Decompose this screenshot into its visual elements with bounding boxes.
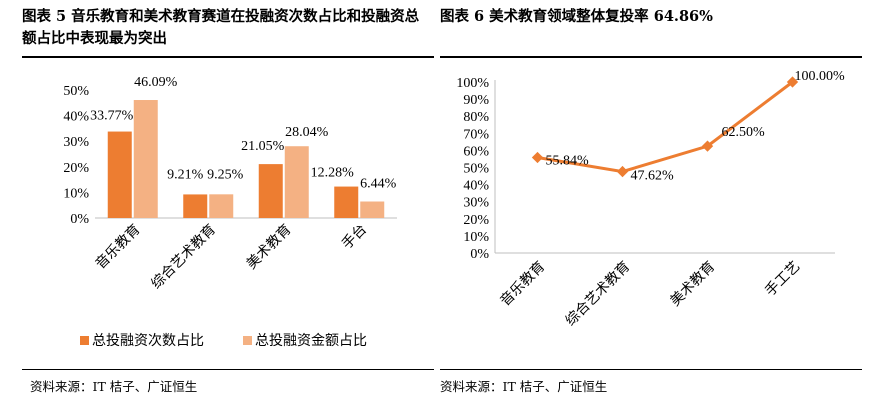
bar-chart: 0% 10% 20% 30% 40% 50%33.77% 46.09% 音乐教育 9.21% 9.… xyxy=(63,75,397,349)
legend-swatch xyxy=(243,336,252,345)
y-tick-label: 30% xyxy=(63,135,89,150)
bar-amount-share xyxy=(360,201,385,218)
y-tick-label: 40% xyxy=(63,110,89,125)
y-tick-label: 100% xyxy=(456,76,489,91)
bar-amount-share xyxy=(133,100,158,218)
x-category-label: 综合艺术教育 xyxy=(563,259,634,330)
right-source-rule xyxy=(440,369,862,370)
y-tick-label: 0% xyxy=(470,247,489,262)
bar-data-label: 33.77% xyxy=(90,109,134,124)
y-tick-label: 30% xyxy=(463,196,489,211)
y-tick-label: 50% xyxy=(63,84,89,99)
y-tick-label: 80% xyxy=(463,110,489,125)
bar-count-share xyxy=(183,194,208,218)
y-tick-label: 10% xyxy=(463,230,489,245)
legend-label: 总投融资次数占比 xyxy=(92,333,204,349)
y-tick-label: 20% xyxy=(63,161,89,176)
bar-amount-share xyxy=(284,146,309,218)
right-chart-title: 图表 6 美术教育领域整体复投率 64.86% xyxy=(440,8,713,25)
x-category-label: 手工艺 xyxy=(762,259,803,300)
data-point-marker xyxy=(701,140,714,152)
x-category-label: 音乐教育 xyxy=(497,258,549,310)
y-tick-label: 60% xyxy=(463,144,489,159)
x-category-label: 音乐教育 xyxy=(92,221,144,273)
x-category-label: 美术教育 xyxy=(667,259,718,310)
point-data-label: 47.62% xyxy=(631,169,675,184)
data-point-marker xyxy=(531,151,544,164)
point-data-label: 55.84% xyxy=(546,154,590,169)
left-source-rule xyxy=(22,369,434,370)
bar-data-label: 28.04% xyxy=(285,125,329,140)
y-tick-label: 40% xyxy=(463,179,489,194)
data-point-marker xyxy=(616,165,629,178)
point-data-label: 100.00% xyxy=(795,69,846,84)
y-tick-label: 10% xyxy=(63,186,89,201)
bar-count-share xyxy=(258,164,283,218)
y-tick-label: 0% xyxy=(70,212,89,227)
x-category-label: 综合艺术教育 xyxy=(148,222,219,293)
y-tick-label: 70% xyxy=(463,127,489,142)
bar-data-label: 21.05% xyxy=(241,139,285,154)
x-category-label: 手台 xyxy=(339,222,370,253)
bar-data-label: 6.44% xyxy=(360,177,397,192)
bar-amount-share xyxy=(209,194,234,218)
y-tick-label: 90% xyxy=(463,93,489,108)
series-line xyxy=(537,80,794,174)
y-tick-label: 20% xyxy=(463,213,489,228)
right-title-rule xyxy=(440,56,862,58)
x-category-label: 美术教育 xyxy=(244,222,295,273)
point-data-label: 62.50% xyxy=(722,125,766,140)
bar-count-share xyxy=(107,131,132,218)
legend-swatch xyxy=(80,336,89,345)
left-title-rule xyxy=(22,56,434,58)
line-chart: 0% 10% 20% 30% 40% 50% 60% 70% 80% 90% 100% 55.84% 4… xyxy=(456,69,845,329)
right-source-note: 资料来源：IT 桔子、广证恒生 xyxy=(440,379,608,394)
y-tick-label: 50% xyxy=(463,162,489,177)
bar-data-label: 9.21% xyxy=(167,167,204,182)
legend-label: 总投融资金额占比 xyxy=(255,333,367,349)
bar-data-label: 9.25% xyxy=(207,167,244,182)
bar-data-label: 12.28% xyxy=(311,166,355,181)
bar-data-label: 46.09% xyxy=(134,75,178,90)
left-chart-title: 图表 5 音乐教育和美术教育赛道在投融资次数占比和投融资总额占比中表现最为突出 xyxy=(22,8,420,47)
left-source-note: 资料来源：IT 桔子、广证恒生 xyxy=(30,379,198,394)
bar-count-share xyxy=(334,186,359,218)
